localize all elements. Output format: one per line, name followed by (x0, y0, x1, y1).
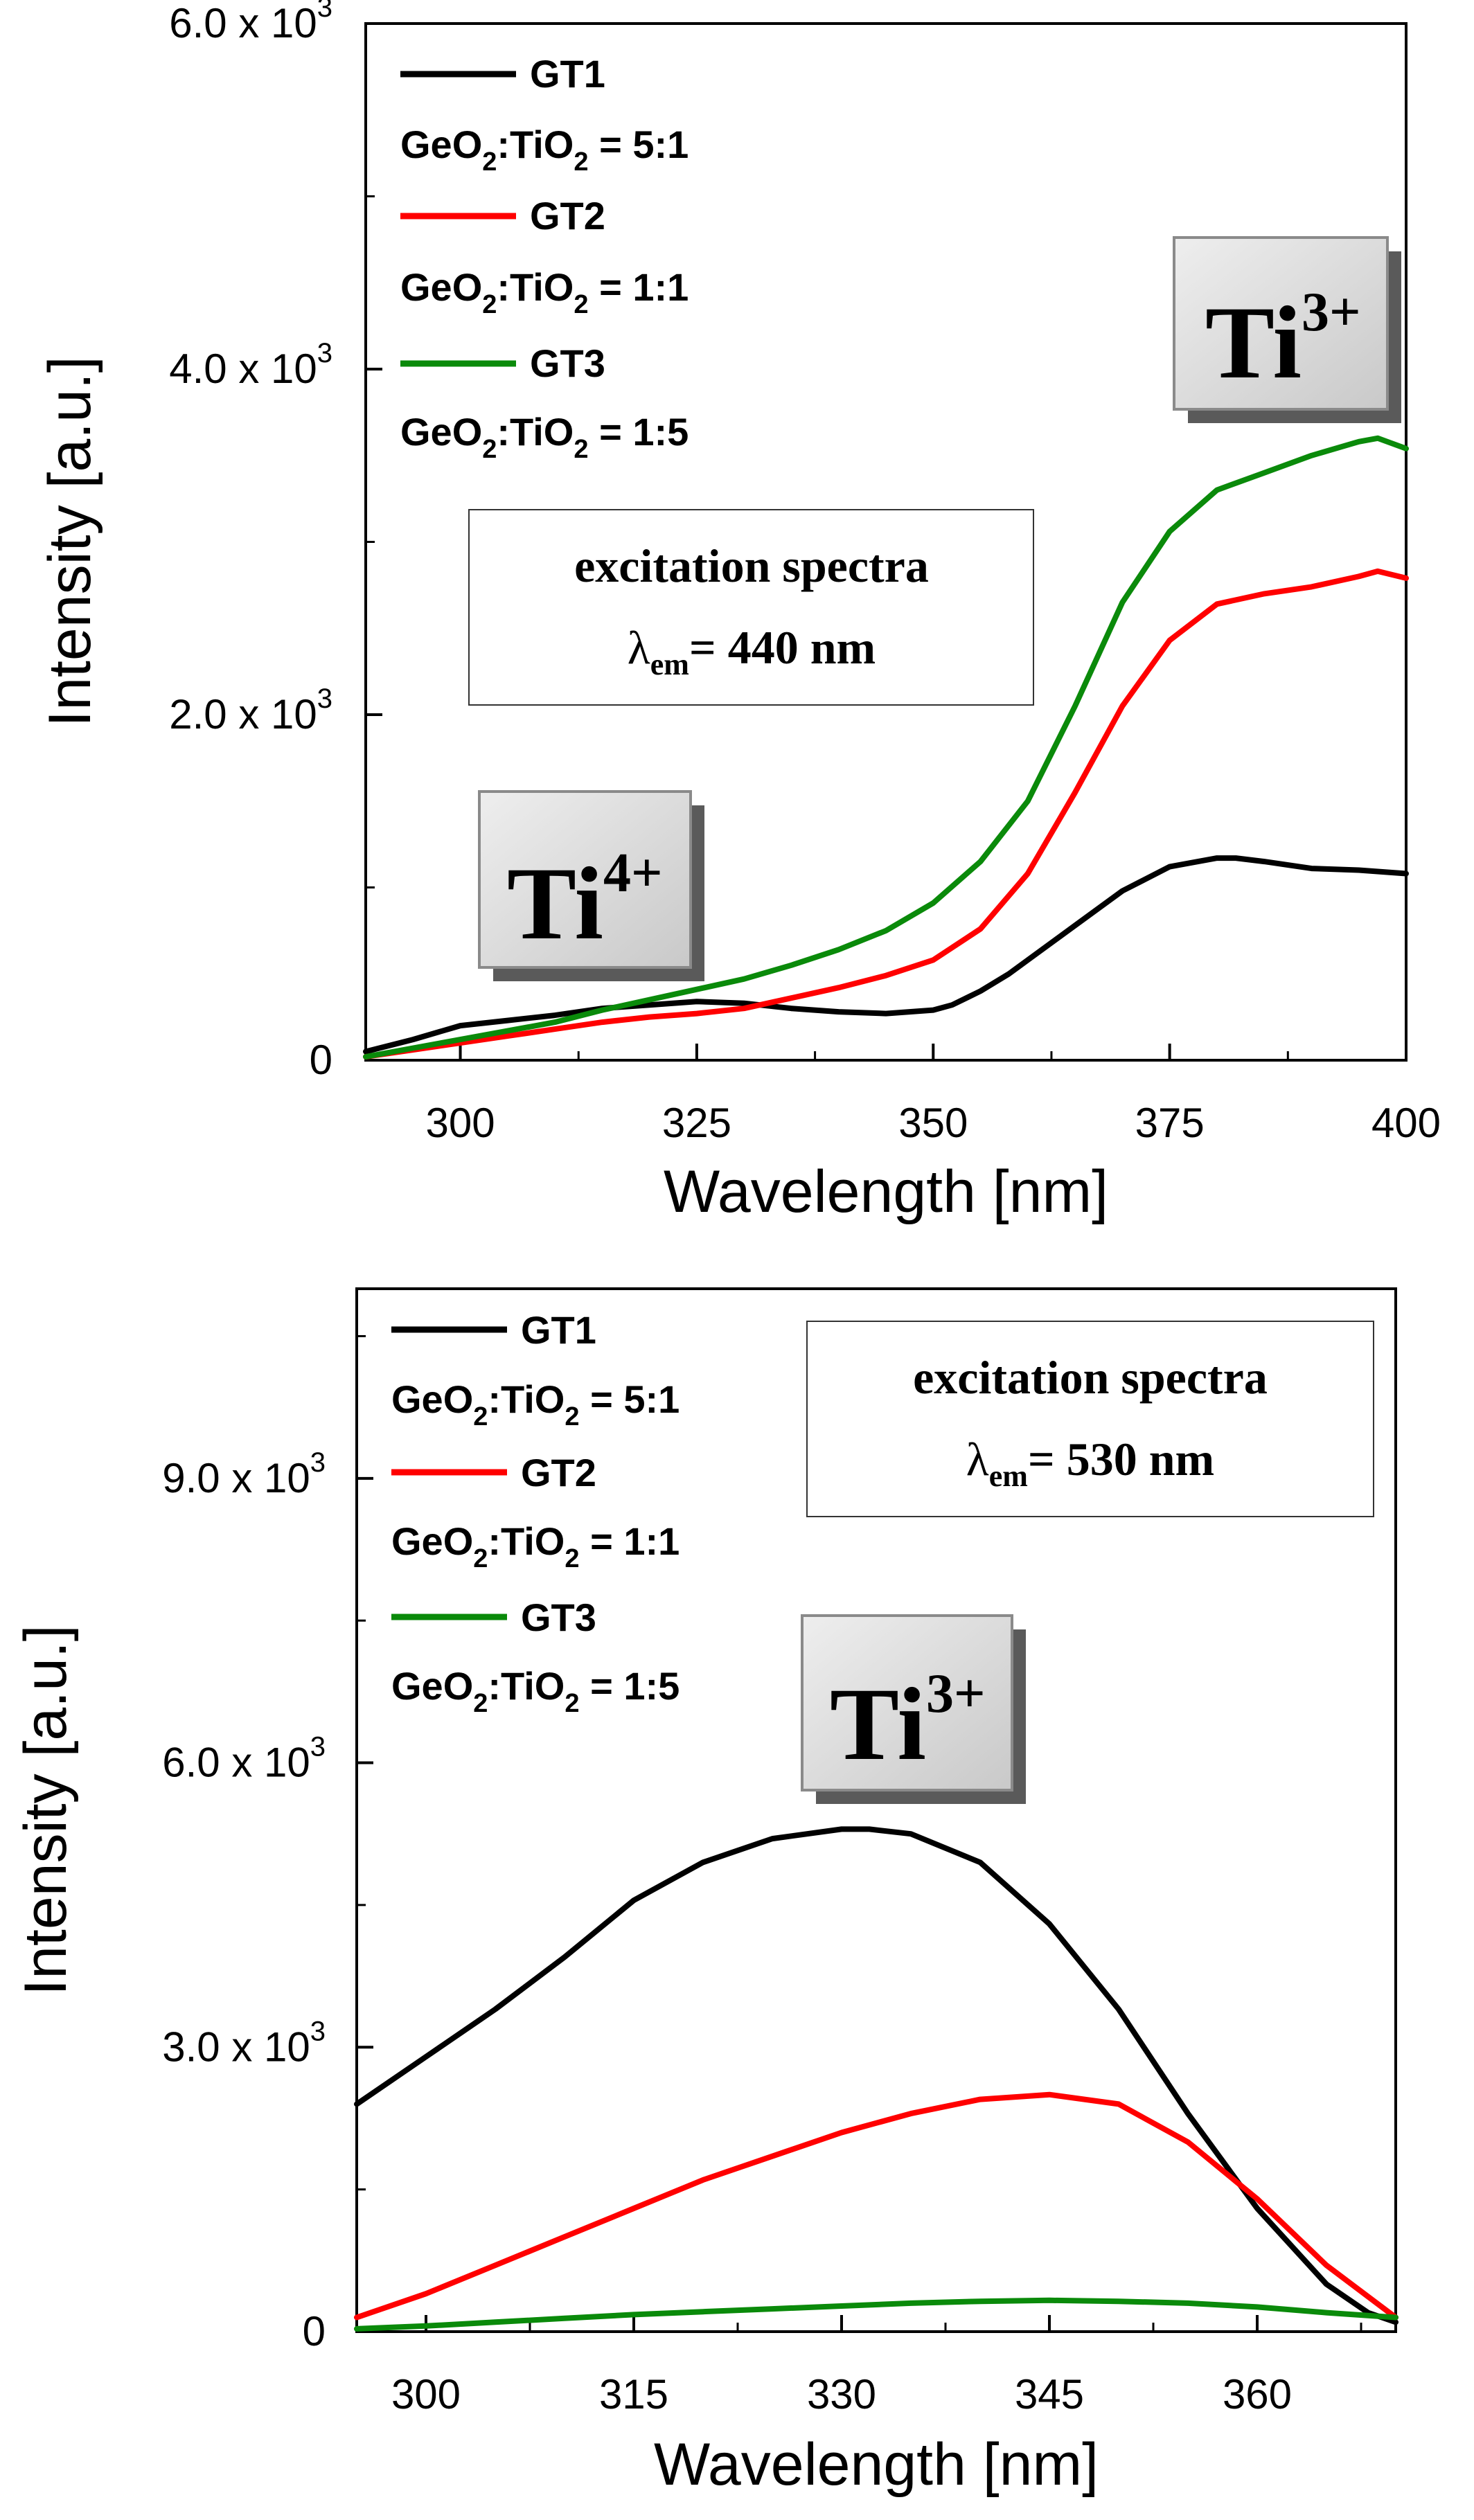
y-tick-label: 3.0 x 103 (162, 2016, 326, 2070)
legend-ratio-gt3: GeO2:TiO2 = 1:5 (391, 1664, 680, 1718)
y-axis-title: Intensity [a.u.] (12, 1625, 79, 1995)
x-tick-label: 345 (1015, 2371, 1084, 2418)
x-axis-title: Wavelength [nm] (664, 1159, 1108, 1225)
y-tick-labels: 0 3.0 x 103 6.0 x 103 9.0 x 103 (162, 1447, 326, 2354)
y-axis-title: Intensity [a.u.] (37, 356, 103, 726)
y-tick-label: 4.0 x 103 (169, 338, 332, 392)
legend-ratio-gt3: GeO2:TiO2 = 1:5 (400, 410, 689, 464)
legend-ratio-gt1: GeO2:TiO2 = 5:1 (391, 1377, 680, 1431)
excitation-note: excitation spectra λem= 440 nm (468, 509, 1034, 706)
series-line-gt3 (354, 2297, 1398, 2332)
axis-ticks (357, 1334, 1362, 2333)
note-title: excitation spectra (913, 1351, 1268, 1404)
ion-label-ti4: Ti4+ (507, 843, 663, 961)
bottom-chart: 0 3.0 x 103 6.0 x 103 9.0 x 103 300 315 330 34… (12, 1287, 1398, 2498)
top-chart: 0 2.0 x 103 4.0 x 103 6.0 x 103 300 325 350 37… (37, 0, 1441, 1225)
series-line-gt1 (363, 855, 1409, 1055)
ion-badge-ti3: Ti3+ (1173, 236, 1401, 423)
legend: GT1 GeO2:TiO2 = 5:1 GT2 GeO2:TiO2 = 1:1 … (400, 52, 689, 464)
legend-label-gt3: GT3 (530, 341, 605, 385)
legend-ratio-gt2: GeO2:TiO2 = 1:1 (391, 1519, 680, 1573)
x-tick-label: 315 (599, 2371, 668, 2418)
x-tick-label: 330 (807, 2371, 876, 2418)
y-tick-label: 0 (310, 1037, 332, 1083)
note-title: excitation spectra (574, 539, 929, 592)
note-emission: λem= 530 nm (966, 1433, 1214, 1493)
series-line-gt3 (363, 435, 1409, 1060)
ion-badge-ti4: Ti4+ (478, 790, 704, 981)
excitation-note: excitation spectra λem= 530 nm (806, 1321, 1374, 1517)
x-axis-title: Wavelength [nm] (654, 2431, 1099, 2498)
y-tick-label: 2.0 x 103 (169, 683, 332, 738)
x-tick-label: 300 (391, 2371, 461, 2418)
legend-ratio-gt1: GeO2:TiO2 = 5:1 (400, 123, 689, 177)
legend-label-gt3: GT3 (521, 1596, 596, 1639)
x-tick-label: 300 (425, 1100, 495, 1146)
series-lines (354, 1826, 1398, 2332)
legend: GT1 GeO2:TiO2 = 5:1 GT2 GeO2:TiO2 = 1:1 … (391, 1308, 680, 1718)
x-tick-label: 350 (898, 1100, 968, 1146)
ion-label-ti3: Ti3+ (1205, 282, 1361, 400)
badge-face (478, 790, 692, 969)
y-tick-labels: 0 2.0 x 103 4.0 x 103 6.0 x 103 (169, 0, 332, 1083)
y-tick-label: 6.0 x 103 (169, 0, 332, 46)
note-box (806, 1321, 1374, 1517)
series-lines (363, 435, 1409, 1060)
badge-face (801, 1614, 1013, 1791)
legend-ratio-gt2: GeO2:TiO2 = 1:1 (400, 265, 689, 319)
ion-badge-ti3: Ti3+ (801, 1614, 1026, 1804)
y-tick-label: 9.0 x 103 (162, 1447, 326, 1501)
series-line-gt2 (363, 568, 1409, 1060)
series-line-gt2 (354, 2091, 1398, 2321)
note-emission: λem= 440 nm (628, 621, 876, 681)
series-line-gt1 (354, 1826, 1398, 2325)
note-box (468, 509, 1034, 706)
y-tick-label: 0 (303, 2308, 326, 2354)
x-tick-labels: 300 325 350 375 400 (425, 1100, 1441, 1146)
x-tick-label: 400 (1371, 1100, 1441, 1146)
x-tick-label: 375 (1135, 1100, 1205, 1146)
legend-label-gt2: GT2 (530, 194, 605, 238)
legend-label-gt2: GT2 (521, 1451, 596, 1494)
ion-label-ti3: Ti3+ (830, 1663, 986, 1782)
axis-ticks (366, 22, 1408, 1062)
y-tick-label: 6.0 x 103 (162, 1732, 326, 1786)
plot-area-frame (355, 1287, 1397, 2333)
x-tick-labels: 300 315 330 345 360 (391, 2371, 1292, 2418)
legend-label-gt1: GT1 (521, 1308, 596, 1352)
badge-face (1173, 236, 1389, 411)
x-tick-label: 360 (1223, 2371, 1292, 2418)
x-tick-label: 325 (662, 1100, 731, 1146)
legend-label-gt1: GT1 (530, 52, 605, 96)
